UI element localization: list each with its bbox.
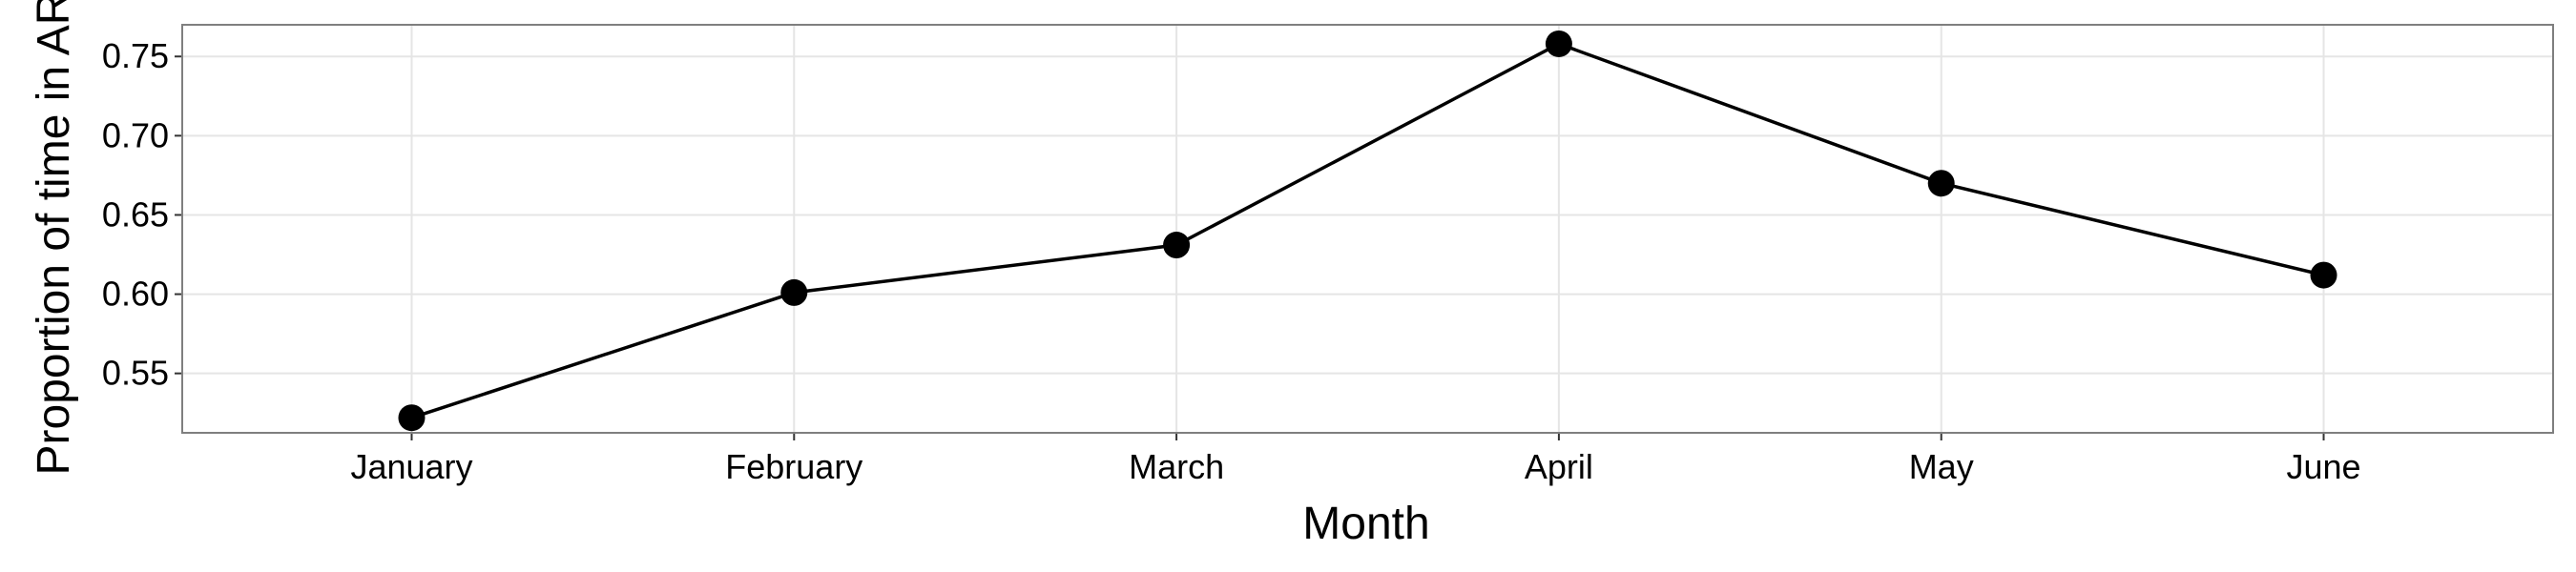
y-axis-title: Proportion of time in AR (29, 0, 79, 475)
point (398, 404, 426, 432)
y-tick-label: 0.70 (102, 115, 169, 154)
point (2310, 261, 2337, 289)
x-axis-title: Month (1302, 499, 1429, 549)
point (1545, 30, 1572, 57)
x-tick-label: May (1909, 447, 1974, 486)
point (1927, 170, 1955, 197)
line (410, 42, 2324, 419)
y-tick-label: 0.55 (102, 354, 169, 393)
y-tick-label: 0.65 (102, 194, 169, 234)
y-tick-label: 0.60 (102, 275, 169, 314)
point (1163, 232, 1191, 259)
x-tick-label: April (1525, 447, 1593, 486)
x-tick-label: February (725, 447, 862, 486)
plot-border (181, 24, 2554, 434)
point (780, 278, 808, 306)
x-tick-label: March (1129, 447, 1224, 486)
x-tick-label: January (350, 447, 472, 486)
x-tick-label: June (2286, 447, 2360, 486)
y-tick-label: 0.75 (102, 36, 169, 75)
